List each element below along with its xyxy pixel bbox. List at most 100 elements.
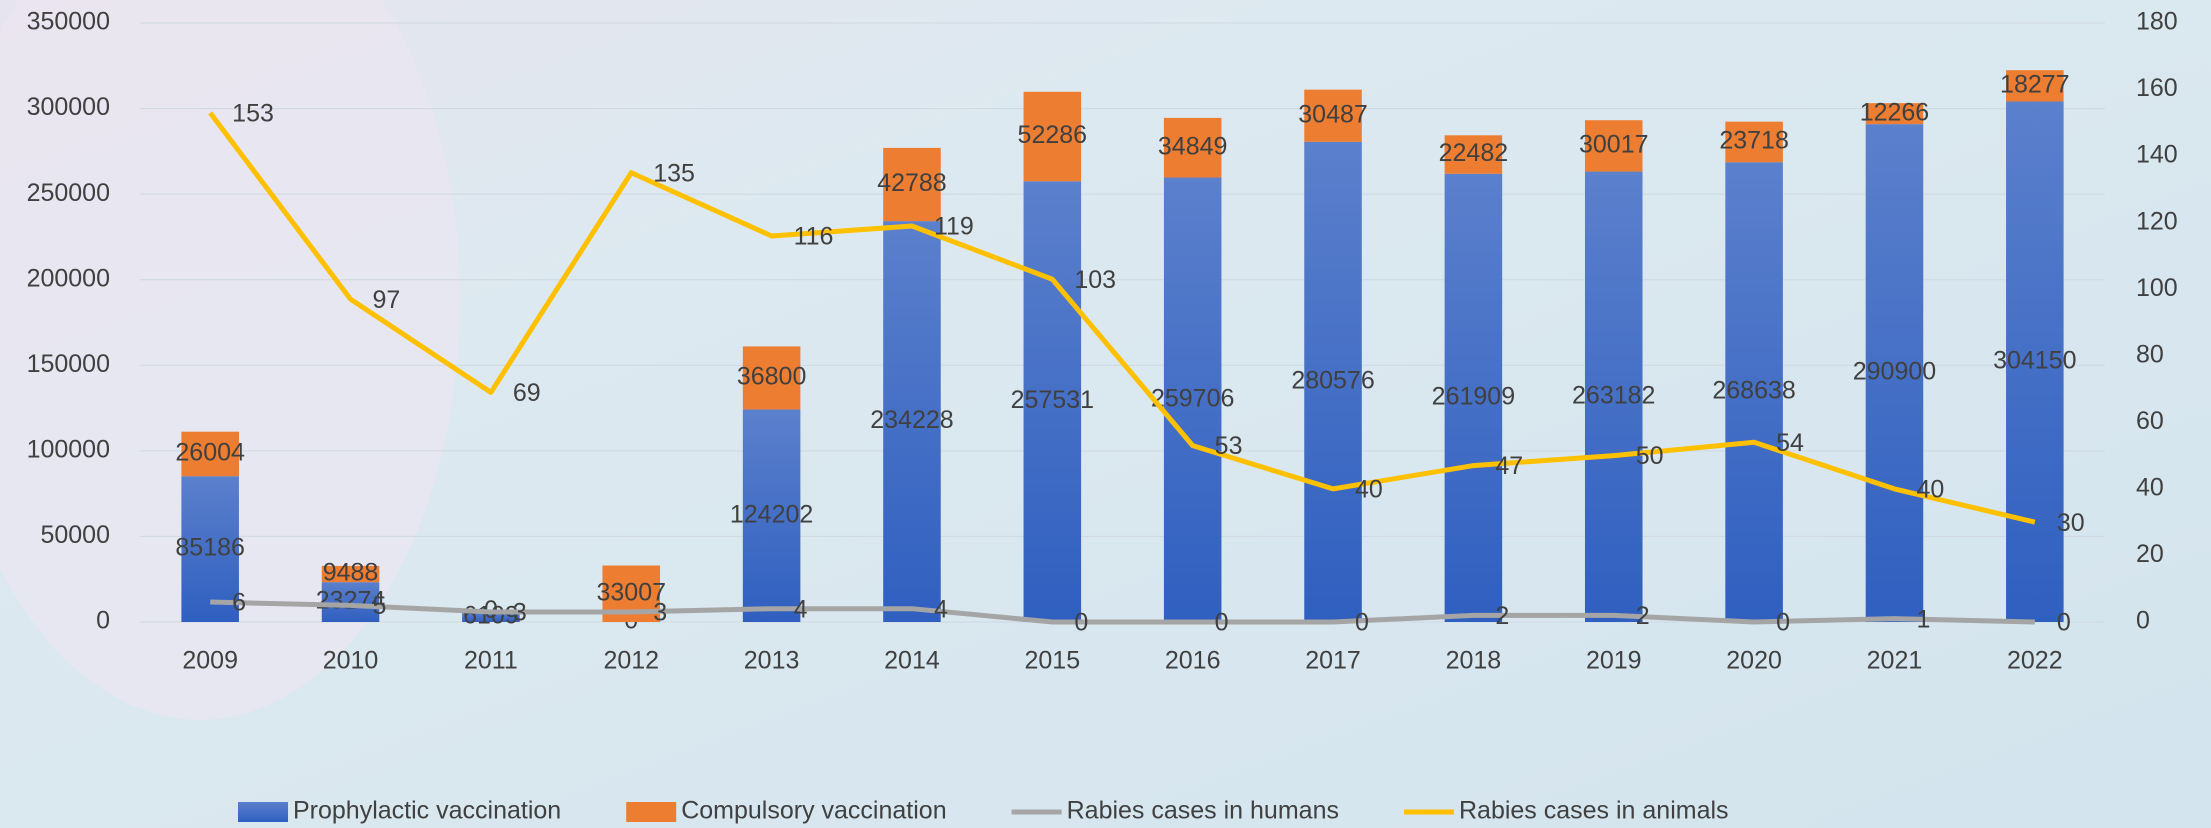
data-label: 135 (653, 159, 695, 187)
data-label: 23274 (316, 587, 386, 615)
line-series (208, 111, 2036, 525)
x-tick-label: 2016 (1165, 647, 1221, 675)
data-label: 3 (653, 599, 667, 627)
data-label: 40 (1355, 475, 1383, 503)
data-label: 0 (1776, 609, 1790, 637)
bar-segment (1444, 173, 1503, 622)
x-tick-label: 2021 (1867, 647, 1923, 675)
data-label: 6 (232, 589, 246, 617)
legend-label: Prophylactic vaccination (293, 797, 561, 825)
y-tick-label: 100000 (27, 435, 110, 463)
data-label: 153 (232, 99, 274, 127)
data-label: 54 (1776, 429, 1804, 457)
data-label: 4 (934, 595, 948, 623)
data-label: 0 (1074, 609, 1088, 637)
data-label: 268638 (1712, 377, 1795, 405)
data-label: 42788 (877, 169, 947, 197)
bar-segment (181, 431, 239, 477)
bar-segment (1304, 89, 1362, 142)
x-tick-label: 2011 (464, 647, 518, 675)
bar-segment (1304, 141, 1362, 623)
data-label: 30 (2057, 509, 2085, 537)
data-label: 6109 (463, 601, 519, 629)
bar-segment (1584, 171, 1643, 622)
y2-tick-label: 60 (2136, 407, 2164, 435)
bar-segment (1865, 103, 1924, 125)
y-tick-label: 50000 (40, 521, 110, 549)
bar-segment (1725, 121, 1783, 163)
y-tick-label: 300000 (27, 93, 110, 121)
bar-segment (1444, 135, 1503, 174)
data-label: 97 (373, 286, 401, 314)
data-label: 116 (794, 223, 834, 251)
x-tick-label: 2014 (884, 647, 940, 675)
data-label: 2 (1636, 602, 1650, 630)
bar-segment (2006, 101, 2064, 623)
data-label: 290900 (1853, 358, 1936, 386)
bar-segment (883, 147, 941, 222)
data-label: 234228 (870, 406, 953, 434)
legend-swatch (238, 802, 288, 822)
bar-segment (181, 476, 239, 622)
bar-segment (742, 409, 801, 622)
bar-segment (1023, 91, 1082, 182)
data-label: 52286 (1018, 121, 1088, 149)
data-label: 9488 (323, 559, 379, 587)
data-label: 85186 (175, 534, 245, 562)
data-label: 263182 (1572, 381, 1655, 409)
legend-label: Compulsory vaccination (681, 797, 946, 825)
data-label: 22482 (1439, 139, 1509, 167)
y2-tick-label: 140 (2136, 141, 2178, 169)
y-tick-label: 200000 (27, 264, 110, 292)
x-tick-label: 2009 (182, 647, 238, 675)
x-tick-label: 2015 (1025, 647, 1081, 675)
data-label: 119 (934, 213, 974, 241)
x-tick-label: 2018 (1446, 647, 1502, 675)
data-label: 304150 (1993, 346, 2076, 374)
y-tick-label: 350000 (27, 8, 110, 36)
data-label: 5 (373, 592, 387, 620)
y2-tick-label: 120 (2136, 207, 2178, 235)
bar-segment (742, 346, 801, 410)
data-label: 280576 (1291, 367, 1374, 395)
bar-segment (1865, 124, 1924, 622)
bar-segment (1023, 181, 1082, 622)
background-shape (0, 0, 460, 720)
data-label: 103 (1074, 266, 1116, 294)
x-tick-label: 2013 (744, 647, 800, 675)
data-label: 124202 (730, 500, 813, 528)
y2-tick-label: 40 (2136, 473, 2164, 501)
data-label: 0 (2057, 609, 2071, 637)
y2-tick-label: 100 (2136, 274, 2178, 302)
data-label: 3 (513, 599, 527, 627)
y2-tick-label: 0 (2136, 607, 2150, 635)
bar-segment (1725, 162, 1783, 623)
bar-segment (1584, 120, 1643, 172)
data-label: 40 (1916, 475, 1944, 503)
data-label: 69 (513, 379, 541, 407)
data-label: 53 (1215, 432, 1243, 460)
y2-tick-label: 80 (2136, 340, 2164, 368)
y-tick-label: 0 (96, 607, 110, 635)
x-tick-label: 2019 (1586, 647, 1642, 675)
data-label: 26004 (175, 439, 245, 467)
legend-label: Rabies cases in animals (1459, 797, 1729, 825)
bar-segment (321, 582, 380, 622)
x-tick-label: 2017 (1305, 647, 1361, 675)
line-series (210, 599, 2035, 625)
x-tick-label: 2022 (2007, 647, 2063, 675)
data-label: 50 (1636, 442, 1664, 470)
data-label: 47 (1495, 452, 1523, 480)
bar-segment (1163, 177, 1222, 622)
y2-tick-label: 20 (2136, 540, 2164, 568)
data-label: 1 (1916, 605, 1930, 633)
y-tick-label: 150000 (27, 350, 110, 378)
x-tick-label: 2012 (603, 647, 659, 675)
data-label: 23718 (1719, 127, 1789, 155)
data-label: 30017 (1579, 131, 1649, 159)
data-label: 33007 (596, 578, 666, 606)
data-label: 261909 (1432, 382, 1515, 410)
data-label: 18277 (2000, 70, 2070, 98)
data-label: 30487 (1298, 100, 1368, 128)
